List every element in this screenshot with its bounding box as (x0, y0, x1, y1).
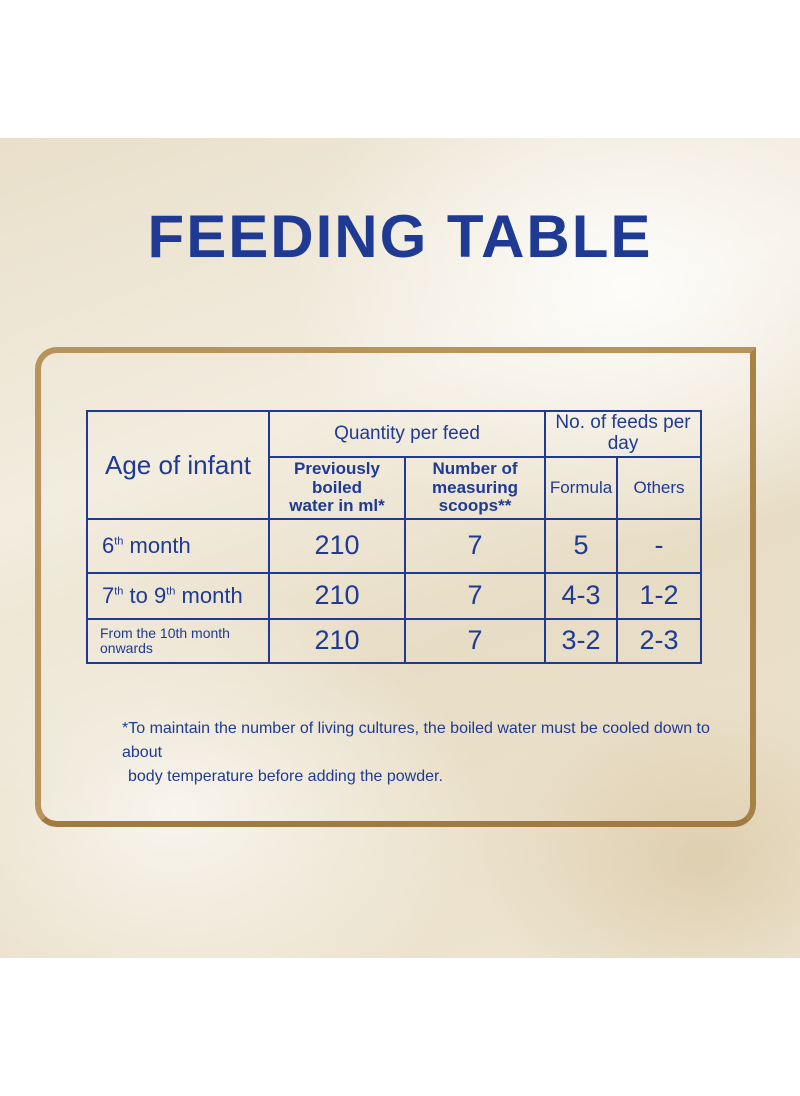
header-water-line1: Previously boiled (294, 458, 380, 497)
header-scoops-line2: measuring scoops** (432, 477, 518, 516)
scoops-cell: 7 (403, 618, 547, 664)
table-row: 7th to 9th month 210 7 4-3 1-2 (86, 572, 703, 620)
others-cell: 1-2 (616, 572, 703, 620)
age-cell: From the 10th month onwards (86, 618, 270, 664)
header-scoops-line1: Number of (432, 458, 518, 478)
header-formula: Formula (544, 456, 619, 520)
header-water: Previously boiled water in ml* (268, 456, 406, 520)
table-header-row-2: Previously boiled water in ml* Number of… (87, 456, 703, 520)
table-header-row-1: Age of infant Quantity per feed No. of f… (86, 410, 703, 520)
header-others: Others (616, 456, 703, 520)
age-text: to 9 (123, 582, 167, 608)
header-scoops: Number of measuring scoops** (403, 456, 547, 520)
page-title: FEEDING TABLE (147, 203, 653, 270)
formula-cell: 3-2 (544, 618, 619, 664)
water-cell: 210 (268, 618, 406, 664)
formula-cell: 5 (544, 518, 619, 574)
water-cell: 210 (268, 518, 406, 574)
feeding-table: Age of infant Quantity per feed No. of f… (86, 410, 703, 664)
age-text: month (175, 582, 243, 608)
header-feeds-per-day: No. of feeds per day (544, 410, 703, 458)
others-cell: - (616, 518, 703, 574)
table-row: From the 10th month onwards 210 7 3-2 2-… (86, 618, 703, 664)
gold-frame (35, 347, 756, 827)
age-suffix: th (114, 535, 124, 548)
age-text-line2: onwards (100, 640, 153, 656)
footnote-line2: body temperature before adding the powde… (128, 768, 443, 785)
age-cell: 7th to 9th month (86, 572, 270, 620)
footnote: *To maintain the number of living cultur… (122, 717, 722, 789)
age-suffix: th (114, 585, 124, 598)
scoops-cell: 7 (403, 572, 547, 620)
age-number: 6 (102, 532, 115, 558)
header-water-line2: water in ml* (289, 496, 385, 516)
age-cell: 6th month (86, 518, 270, 574)
water-cell: 210 (268, 572, 406, 620)
footnote-line1: *To maintain the number of living cultur… (122, 720, 710, 761)
header-quantity-per-feed: Quantity per feed (267, 410, 547, 458)
age-text-line1: From the 10th month (100, 625, 230, 642)
formula-cell: 4-3 (544, 572, 619, 620)
header-age-of-infant: Age of infant (86, 410, 270, 520)
age-text: month (123, 532, 191, 558)
age-suffix: th (166, 585, 176, 598)
scoops-cell: 7 (403, 518, 547, 574)
others-cell: 2-3 (616, 618, 703, 664)
age-number: 7 (102, 582, 115, 608)
table-row: 6th month 210 7 5 - (86, 518, 703, 574)
